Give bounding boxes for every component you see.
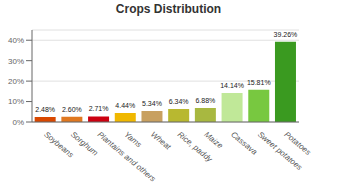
svg-text:Yams: Yams [122,130,143,150]
svg-text:Potatoes: Potatoes [283,130,313,157]
svg-text:10%: 10% [8,97,24,106]
svg-text:Sweet potatoes: Sweet potatoes [255,129,304,173]
svg-text:39.26%: 39.26% [274,31,298,38]
svg-text:Soybeans: Soybeans [42,129,76,160]
svg-text:6.34%: 6.34% [169,98,189,105]
svg-text:2.60%: 2.60% [62,106,82,113]
svg-text:2.48%: 2.48% [35,106,55,113]
svg-text:Sorghum: Sorghum [69,130,100,158]
svg-text:40%: 40% [8,36,24,45]
svg-text:6.88%: 6.88% [195,97,215,104]
svg-text:30%: 30% [8,57,24,66]
svg-text:Rice, paddy: Rice, paddy [175,129,214,164]
svg-text:5.34%: 5.34% [142,100,162,107]
svg-text:20%: 20% [8,77,24,86]
svg-text:15.81%: 15.81% [247,79,271,86]
svg-text:4.44%: 4.44% [115,102,135,109]
svg-text:Cassava: Cassava [229,130,259,157]
svg-text:Plantains and others: Plantains and others [96,130,158,182]
svg-text:0%: 0% [12,118,24,127]
svg-text:Wheat: Wheat [149,130,173,152]
svg-text:2.71%: 2.71% [89,105,109,112]
svg-text:14.14%: 14.14% [220,82,244,89]
html-text:Crops Distribution: Crops Distribution [115,2,222,16]
svg-text:Maize: Maize [202,130,225,151]
